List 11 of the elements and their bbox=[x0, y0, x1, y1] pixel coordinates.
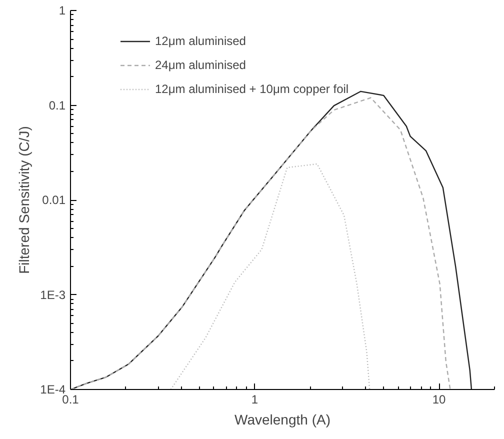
x-axis-title: Wavelength (A) bbox=[234, 412, 330, 428]
y-tick-label: 1 bbox=[58, 4, 66, 18]
y-tick-label: 0.01 bbox=[42, 193, 66, 207]
legend-label: 12μm aluminised bbox=[155, 34, 246, 48]
x-tick-label: 10 bbox=[432, 392, 446, 406]
legend-label: 24μm aluminised bbox=[155, 58, 246, 72]
y-axis-title: Filtered Sensitivity (C/J) bbox=[16, 126, 32, 274]
x-tick-label: 1 bbox=[251, 392, 258, 406]
legend-label: 12μm aluminised + 10μm copper foil bbox=[155, 82, 349, 96]
y-tick-label: 0.1 bbox=[48, 98, 66, 112]
y-tick-label: 1E-3 bbox=[40, 288, 66, 302]
